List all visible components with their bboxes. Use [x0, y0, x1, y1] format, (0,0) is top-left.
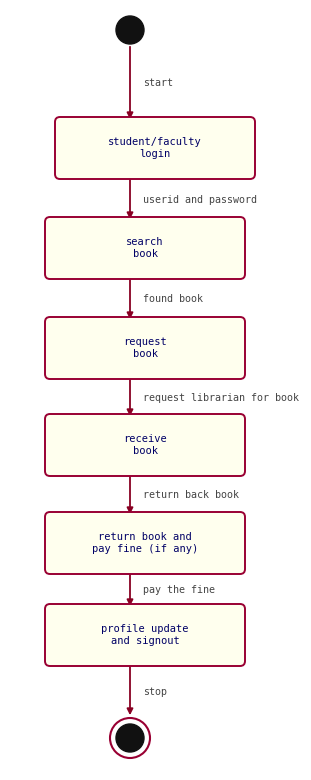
Text: return back book: return back book [143, 490, 239, 500]
FancyBboxPatch shape [45, 317, 245, 379]
Text: userid and password: userid and password [143, 195, 257, 205]
FancyBboxPatch shape [45, 604, 245, 666]
FancyBboxPatch shape [45, 512, 245, 574]
Text: search
book: search book [126, 237, 164, 259]
Text: return book and
pay fine (if any): return book and pay fine (if any) [92, 532, 198, 554]
Text: profile update
and signout: profile update and signout [101, 624, 189, 646]
Text: receive
book: receive book [123, 434, 167, 456]
Text: student/faculty
login: student/faculty login [108, 137, 202, 159]
Circle shape [116, 16, 144, 44]
Circle shape [116, 724, 144, 752]
Text: start: start [143, 78, 173, 88]
FancyBboxPatch shape [45, 217, 245, 279]
Text: request librarian for book: request librarian for book [143, 393, 299, 403]
FancyBboxPatch shape [45, 414, 245, 476]
Text: stop: stop [143, 687, 167, 697]
Text: pay the fine: pay the fine [143, 585, 215, 595]
FancyBboxPatch shape [55, 117, 255, 179]
Text: found book: found book [143, 294, 203, 304]
Text: request
book: request book [123, 337, 167, 359]
